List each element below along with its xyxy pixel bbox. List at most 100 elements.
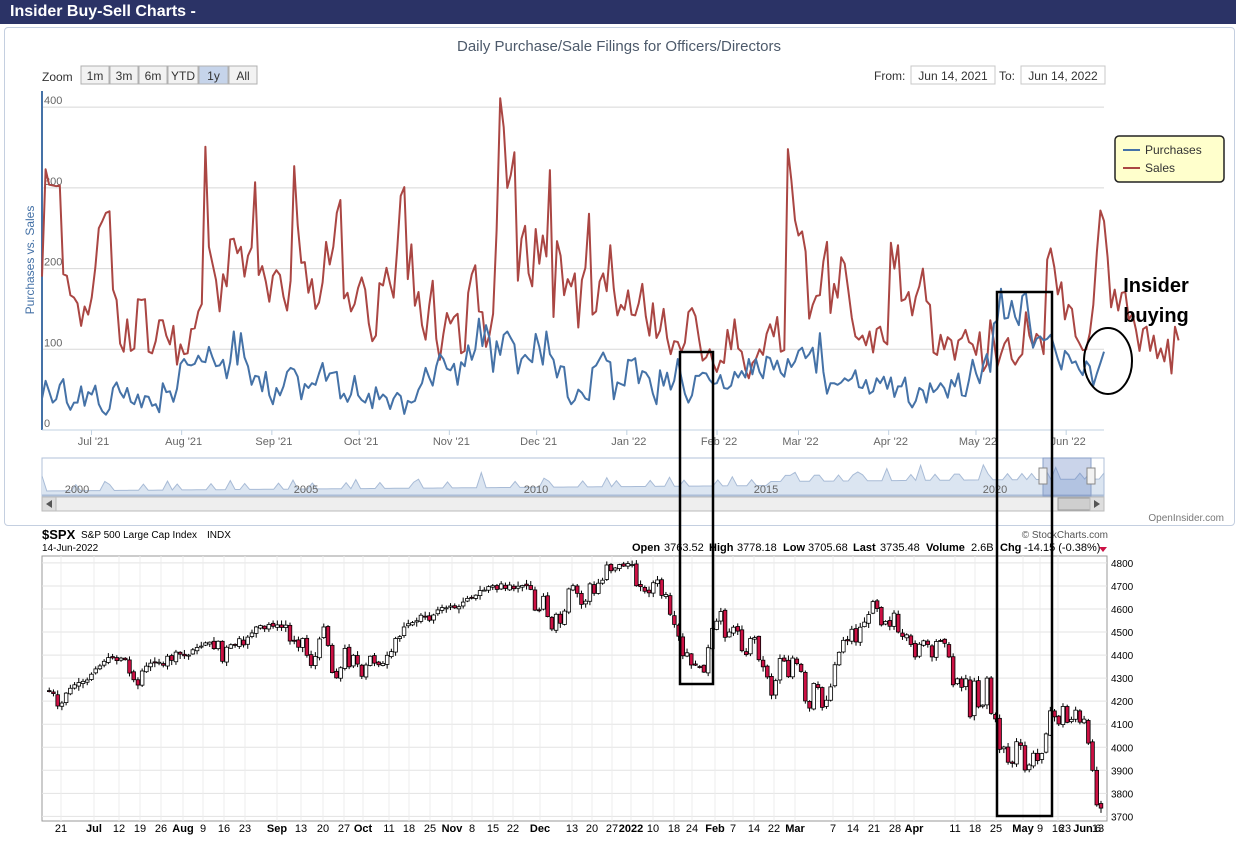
legend-sales-label[interactable]: Sales <box>1145 161 1175 175</box>
candle <box>883 620 888 626</box>
from-date-field[interactable] <box>910 65 996 85</box>
zoom-button-6m[interactable]: 6m <box>138 65 168 85</box>
candle <box>1026 763 1032 773</box>
candle-body <box>748 638 753 655</box>
spx-y-tick-label: 4600 <box>1111 605 1134 616</box>
candle <box>701 664 707 673</box>
navigator-window[interactable] <box>1042 457 1092 497</box>
scroll-thumb[interactable] <box>1057 497 1091 511</box>
navigator-scrollbar[interactable] <box>41 496 1105 512</box>
candle <box>917 642 922 659</box>
candle-body <box>946 644 952 658</box>
openinsider-credit[interactable]: OpenInsider.com <box>1148 513 1224 524</box>
spx-name: S&P 500 Large Cap Index <box>81 530 197 541</box>
candle <box>503 582 508 592</box>
candle <box>507 581 512 591</box>
candle <box>1073 706 1078 723</box>
to-date-field[interactable] <box>1020 65 1106 85</box>
candle <box>199 641 204 649</box>
candle-body <box>1098 803 1104 809</box>
candle-body <box>727 631 732 638</box>
candle <box>760 656 766 672</box>
candle-body <box>735 626 740 632</box>
candle-body <box>1035 752 1040 762</box>
spx-x-tick-label: Jul <box>86 823 102 835</box>
zoom-button-ytd[interactable]: YTD <box>167 65 199 85</box>
candle <box>110 653 115 660</box>
candle-body <box>469 596 474 599</box>
candle <box>169 653 174 666</box>
chg-value: -14.15 (-0.38%) <box>1024 542 1100 554</box>
candle-body <box>697 666 702 668</box>
candle-body <box>55 694 60 707</box>
candle <box>815 681 821 690</box>
navigator-tick-label: 2005 <box>294 484 318 496</box>
candle <box>887 616 892 631</box>
insider-x-tick-label: Apr '22 <box>873 436 908 448</box>
navigator[interactable]: 2000 2005 2010 2015 2020 <box>41 457 1105 512</box>
spx-candles <box>47 560 1104 813</box>
zoom-button-bg <box>228 65 258 85</box>
candle-body <box>342 648 348 669</box>
candle-body <box>917 643 922 657</box>
legend: Purchases Sales <box>1114 135 1225 183</box>
candle <box>139 668 145 687</box>
zoom-button-1y[interactable]: 1y <box>198 65 229 85</box>
candle <box>203 641 208 647</box>
candle-body <box>613 567 618 571</box>
candle <box>794 656 800 666</box>
candle-body <box>1010 761 1015 764</box>
candle <box>638 580 643 592</box>
candle <box>828 683 833 702</box>
candle <box>938 638 943 642</box>
candle-body <box>477 590 483 596</box>
zoom-button-3m[interactable]: 3m <box>109 65 139 85</box>
spx-exchange: INDX <box>207 530 231 541</box>
legend-purchases-label[interactable]: Purchases <box>1145 143 1202 157</box>
candle <box>338 666 343 682</box>
navigator-left-handle[interactable] <box>1038 467 1048 485</box>
candle-body <box>63 692 69 703</box>
candle-body <box>258 625 263 629</box>
banner-title: Insider Buy-Sell Charts - <box>10 3 196 20</box>
candle <box>253 625 259 638</box>
spx-x-tick-label: 19 <box>134 823 146 835</box>
insider-x-tick-label: Oct '21 <box>344 436 379 448</box>
candle <box>879 606 884 627</box>
candle-body <box>51 691 56 694</box>
candle <box>1018 738 1023 750</box>
candle <box>498 581 504 591</box>
candle <box>444 605 449 613</box>
zoom-button-1m[interactable]: 1m <box>80 65 110 85</box>
candle <box>152 657 158 668</box>
spx-x-tick-label: 25 <box>990 823 1002 835</box>
spx-x-tick-label: Mar <box>785 823 805 835</box>
candle <box>929 644 935 662</box>
candle <box>680 633 686 660</box>
candle-body <box>579 593 584 605</box>
candle <box>1060 703 1066 728</box>
navigator-right-handle[interactable] <box>1086 467 1096 485</box>
zoom-button-all[interactable]: All <box>228 65 258 85</box>
stockcharts-credit: © StockCharts.com <box>1022 530 1108 541</box>
spx-y-tick-label: 4200 <box>1111 697 1134 708</box>
candle <box>946 642 952 659</box>
candle <box>714 618 719 631</box>
candle-body <box>629 564 635 566</box>
candle-body <box>934 641 939 658</box>
candle-body <box>1031 752 1036 767</box>
insider-grid <box>42 106 1104 350</box>
candle-body <box>642 586 648 592</box>
candle <box>393 636 398 656</box>
insider-y-tick-label: 400 <box>44 95 62 107</box>
candle <box>131 669 136 683</box>
candle <box>1081 715 1087 725</box>
candle <box>655 575 660 587</box>
candle <box>144 662 149 673</box>
candle <box>765 664 770 680</box>
candle-body <box>266 624 272 630</box>
candle <box>870 599 876 615</box>
candle <box>866 611 871 628</box>
candle-body <box>900 632 905 637</box>
spx-x-tick-label: 7 <box>730 823 736 835</box>
